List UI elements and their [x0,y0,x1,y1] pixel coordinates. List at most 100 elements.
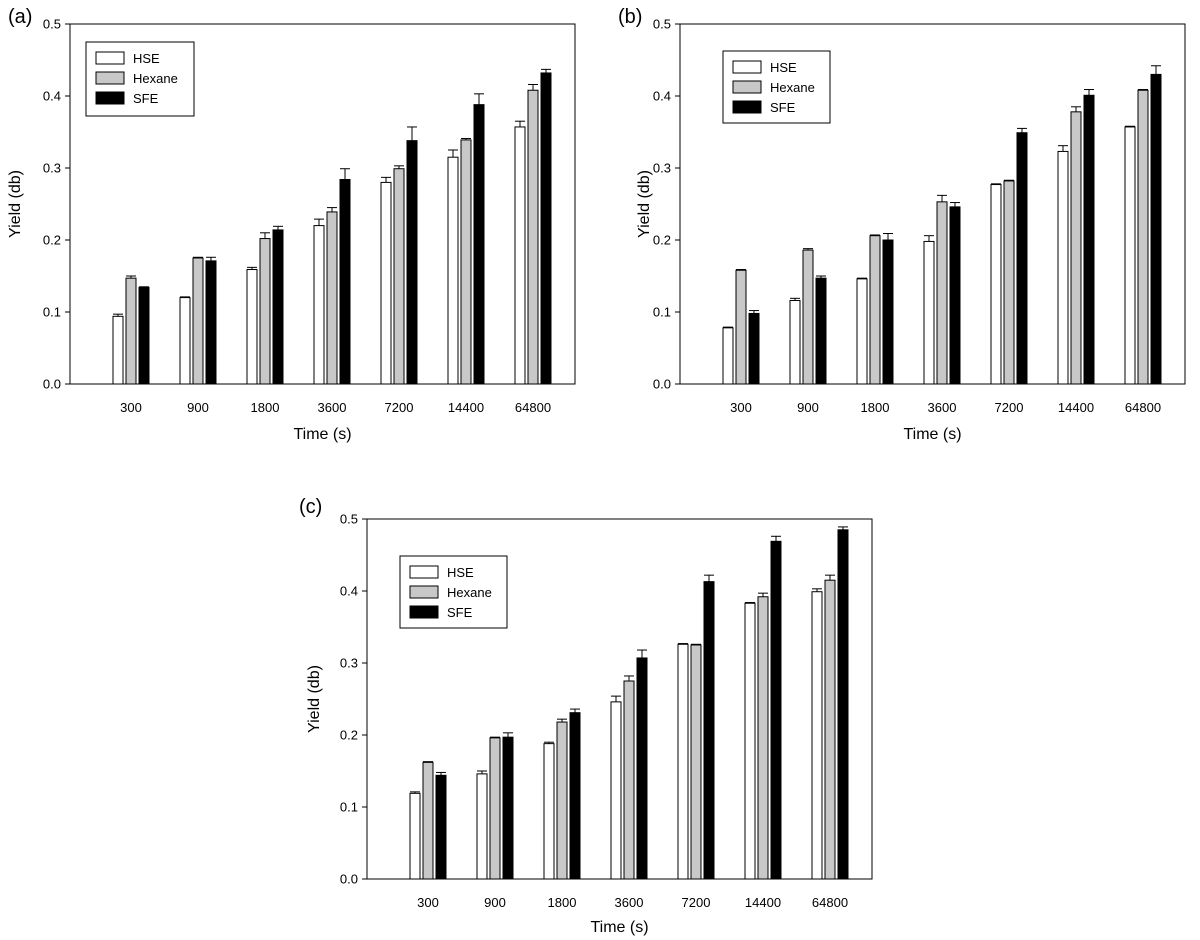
legend-swatch-sfe [409,605,439,619]
x-tick-label: 64800 [515,400,551,415]
bar-hse [923,240,935,385]
bar-hexane [802,249,814,385]
bar-hse [447,156,459,385]
bar-hexane [527,89,539,385]
bar-sfe [1150,73,1162,385]
x-tick-label: 3600 [615,895,644,910]
x-tick-label: 300 [730,400,752,415]
bar-hse [112,315,124,385]
y-tick-label: 0.0 [43,377,61,392]
y-tick-label: 0.5 [340,512,358,527]
chart-panel-b: 0.0 0.1 0.2 0.3 0.4 0.5 300 900 1800 3600 7200 1440… [636,17,1186,443]
bar-hse [380,181,392,385]
panel-label-c: (c) [299,496,323,518]
bar-hse [789,299,801,385]
legend-label-sfe: SFE [770,100,796,115]
bar-hexane [936,201,948,385]
bar-hexane [125,277,137,385]
bar-sfe [1083,94,1095,385]
x-tick-label: 1800 [861,400,890,415]
x-tick-label: 14400 [448,400,484,415]
bar-sfe [770,540,782,880]
bar-sfe [502,736,514,880]
bar-sfe [205,260,217,385]
y-axis-title: Yield (db) [306,665,323,733]
x-tick-label: 3600 [928,400,957,415]
legend-swatch-sfe [732,100,762,114]
legend-label-hexane: Hexane [770,80,815,95]
x-tick-label: 1800 [251,400,280,415]
x-tick-label: 64800 [812,895,848,910]
x-axis-title: Time (s) [590,919,648,936]
y-tick-label: 0.1 [43,305,61,320]
legend-label-hexane: Hexane [133,71,178,86]
bar-sfe [882,239,894,385]
bar-hexane [824,579,836,880]
x-axis-title: Time (s) [903,426,961,443]
x-tick-label: 14400 [1058,400,1094,415]
legend-swatch-hexane [409,585,439,599]
x-tick-label: 3600 [318,400,347,415]
legend-swatch-hse [409,565,439,579]
x-tick-label: 7200 [995,400,1024,415]
bar-hexane [556,721,568,880]
bar-hexane [489,737,501,880]
bar-hexane [623,680,635,880]
bar-sfe [636,657,648,880]
bar-hexane [393,168,405,385]
y-tick-label: 0.4 [653,89,671,104]
bar-hse [409,792,421,880]
bar-hexane [1070,111,1082,385]
bar-hexane [1137,89,1149,385]
bar-hexane [735,269,747,385]
bar-sfe [138,287,150,385]
bar-sfe [540,72,552,385]
legend-swatch-hse [732,60,762,74]
bar-hexane [460,139,472,385]
y-tick-label: 0.3 [340,656,358,671]
bar-hse [246,269,258,385]
bar-hexane [1003,180,1015,385]
y-axis-title: Yield (db) [7,170,24,238]
x-tick-label: 7200 [682,895,711,910]
x-tick-label: 300 [120,400,142,415]
bar-hexane [192,257,204,385]
bar-hexane [259,238,271,385]
bar-sfe [837,529,849,880]
bar-hse [476,773,488,880]
y-tick-label: 0.1 [340,800,358,815]
y-tick-label: 0.4 [43,89,61,104]
legend-label-hse: HSE [133,51,160,66]
legend-label-sfe: SFE [133,91,159,106]
chart-panel-a: 0.0 0.1 0.2 0.3 0.4 0.5 300 900 1800 3600 7200 1440… [7,17,576,443]
bar-hse [990,184,1002,385]
bar-sfe [435,774,447,880]
bar-sfe [406,140,418,385]
x-tick-label: 14400 [745,895,781,910]
x-tick-label: 900 [797,400,819,415]
legend-label-hexane: Hexane [447,585,492,600]
y-tick-label: 0.0 [340,872,358,887]
bar-hse [179,297,191,385]
y-tick-label: 0.0 [653,377,671,392]
y-tick-label: 0.2 [340,728,358,743]
bar-hexane [422,761,434,880]
panel-label-a: (a) [8,6,33,28]
legend-label-sfe: SFE [447,605,473,620]
y-tick-label: 0.1 [653,305,671,320]
bar-hse [1124,126,1136,385]
bar-hexane [690,644,702,880]
x-tick-label: 300 [417,895,439,910]
y-tick-label: 0.5 [43,17,61,32]
legend-swatch-hexane [95,71,125,85]
x-tick-label: 7200 [385,400,414,415]
bar-hse [610,701,622,880]
bar-hexane [757,596,769,880]
bar-hse [811,591,823,880]
legend-swatch-hexane [732,80,762,94]
y-tick-label: 0.2 [653,233,671,248]
bar-sfe [473,104,485,385]
bar-hse [1057,150,1069,385]
x-tick-label: 900 [187,400,209,415]
